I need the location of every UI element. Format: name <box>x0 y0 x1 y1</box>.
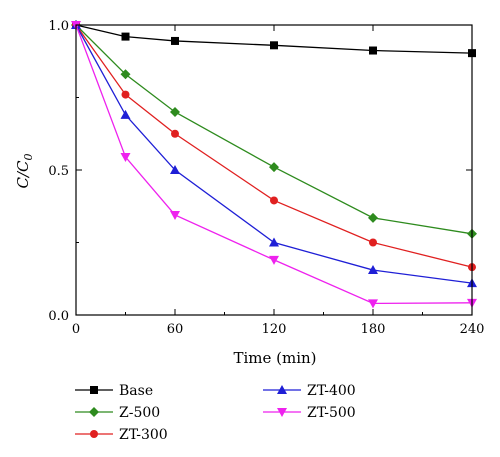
data-point <box>121 32 130 41</box>
y-axis-label-subscript: 0 <box>22 153 35 160</box>
y-tick-label: 0.0 <box>48 309 69 324</box>
legend-entry-zt-400: ZT-400 <box>263 383 356 399</box>
series-zt-300 <box>72 21 476 272</box>
x-tick-label: 60 <box>167 322 184 337</box>
y-axis-label-main: C/C <box>14 160 32 189</box>
data-point <box>369 238 377 247</box>
y-tick-label: 1.0 <box>48 19 69 34</box>
legend: Base Z-500 ZT-300 ZT-400 ZT-500 <box>75 383 356 443</box>
legend-marker <box>277 408 287 417</box>
data-point <box>121 90 130 99</box>
series-line <box>75 24 473 268</box>
legend-label: ZT-300 <box>119 427 168 443</box>
data-point <box>269 237 279 247</box>
x-tick-label: 180 <box>361 322 386 337</box>
legend-marker <box>277 385 287 394</box>
data-point <box>368 212 378 223</box>
x-tick-label: 120 <box>262 322 287 337</box>
data-point <box>120 69 131 80</box>
data-point <box>269 162 279 173</box>
data-point <box>120 152 131 162</box>
x-axis-label: Time (min) <box>233 349 316 367</box>
axes: 0 60 120 180 240 0.0 0.5 1.0 <box>48 19 484 337</box>
data-point <box>269 255 279 265</box>
series-z-500 <box>71 20 477 239</box>
legend-entry-zt-500: ZT-500 <box>263 405 356 421</box>
legend-entry-z-500: Z-500 <box>75 405 160 421</box>
series-zt-400 <box>71 20 477 288</box>
y-tick-label: 0.5 <box>48 164 69 179</box>
x-tick-label: 240 <box>460 322 485 337</box>
data-point <box>170 210 180 220</box>
legend-marker <box>90 386 98 394</box>
data-point <box>368 299 378 309</box>
legend-label: ZT-400 <box>307 383 356 399</box>
y-axis-label: C/C0 <box>14 153 35 188</box>
data-point <box>120 109 131 119</box>
legend-label: Z-500 <box>119 405 160 421</box>
data-point <box>368 265 378 275</box>
data-point <box>270 41 278 50</box>
legend-marker <box>90 430 98 438</box>
series-line <box>75 24 473 284</box>
data-point <box>171 36 179 45</box>
series-line <box>75 24 473 54</box>
series-line <box>75 24 473 235</box>
series-line <box>75 24 473 305</box>
legend-entry-base: Base <box>75 383 153 399</box>
data-point <box>170 107 180 117</box>
data-point <box>171 129 179 138</box>
data-point <box>369 46 377 55</box>
plot-area <box>71 20 477 309</box>
legend-marker <box>89 407 99 417</box>
data-point <box>270 196 278 205</box>
x-tick-label: 0 <box>72 322 80 337</box>
legend-label: ZT-500 <box>307 405 356 421</box>
data-point <box>170 165 180 174</box>
legend-entry-zt-300: ZT-300 <box>75 427 168 443</box>
series-zt-500 <box>71 21 477 309</box>
legend-label: Base <box>119 383 153 399</box>
